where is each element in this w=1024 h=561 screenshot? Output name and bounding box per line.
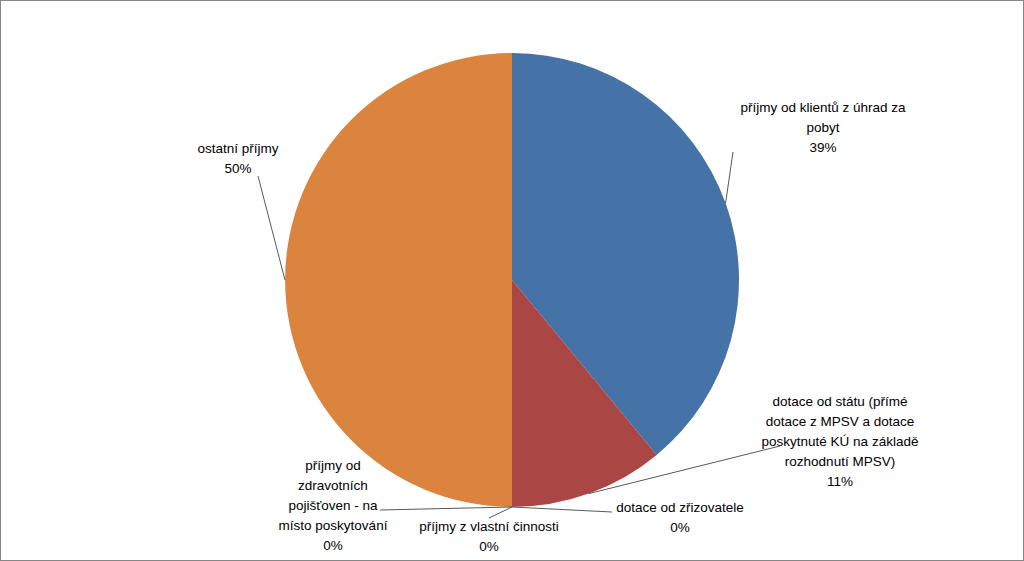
svg-text:příjmy z vlastní činnosti0%: příjmy z vlastní činnosti0% xyxy=(419,519,559,554)
svg-text:dotace od zřizovatele0%: dotace od zřizovatele0% xyxy=(616,500,744,535)
svg-text:ostatní příjmy50%: ostatní příjmy50% xyxy=(197,141,278,176)
svg-text:dotace od státu (přímédotace z: dotace od státu (přímédotace z MPSV a do… xyxy=(762,394,919,489)
svg-text:příjmy od klientů z úhrad zapo: příjmy od klientů z úhrad zapobyt39% xyxy=(740,100,906,155)
svg-text:příjmy odzdravotníchpojišťoven: příjmy odzdravotníchpojišťoven - namísto… xyxy=(279,458,388,553)
